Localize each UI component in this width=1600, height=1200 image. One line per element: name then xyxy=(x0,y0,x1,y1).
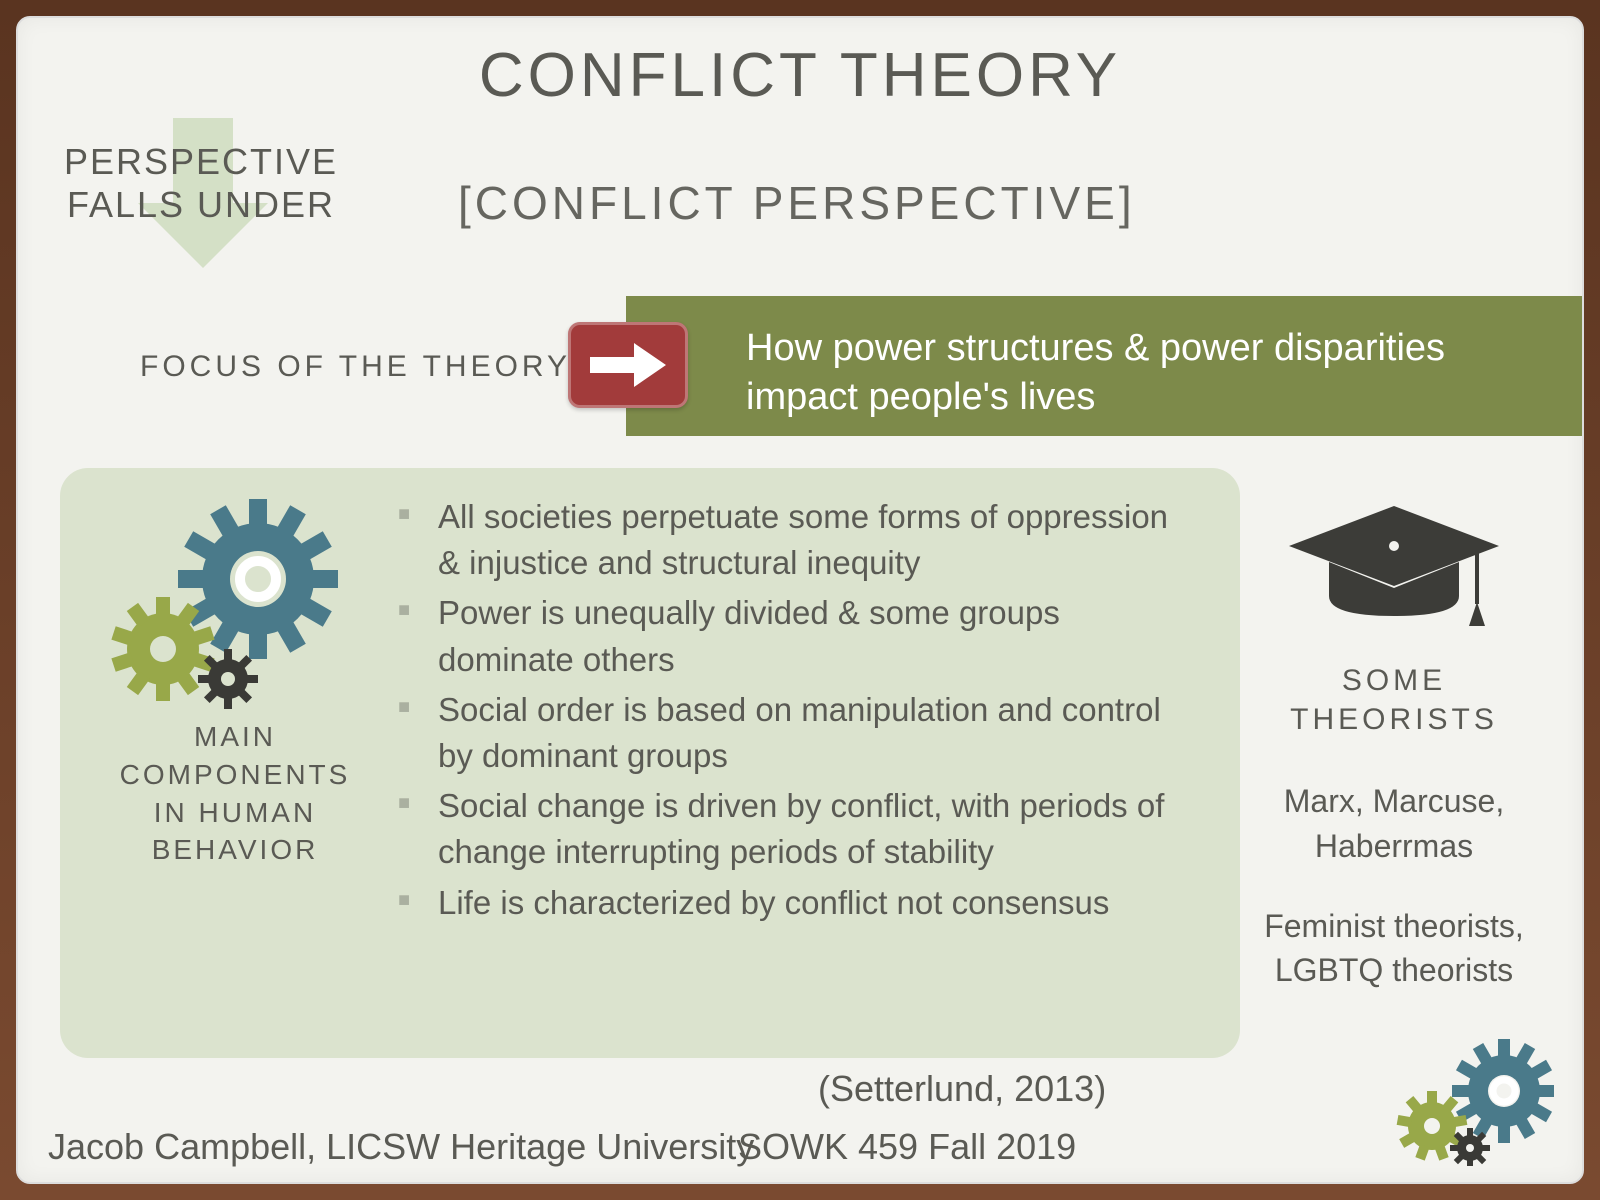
theorists-label: SOME THEORISTS xyxy=(1244,661,1544,739)
components-label: MAIN COMPONENTS IN HUMAN BEHAVIOR xyxy=(100,718,370,869)
graduation-cap-icon xyxy=(1279,496,1509,636)
list-item: Social change is driven by conflict, wit… xyxy=(398,783,1198,875)
slide-title: CONFLICT THEORY xyxy=(18,40,1582,111)
theorists-box: SOME THEORISTS Marx, Marcuse, Haberrmas … xyxy=(1244,496,1544,1028)
list-item: All societies perpetuate some forms of o… xyxy=(398,494,1198,586)
theorists-line2: Feminist theorists, LGBTQ theorists xyxy=(1244,904,1544,994)
list-item: Life is characterized by conflict not co… xyxy=(398,880,1198,926)
theorists-line1: Marx, Marcuse, Haberrmas xyxy=(1244,779,1544,869)
gears-corner-icon xyxy=(1384,1036,1554,1166)
focus-banner: How power structures & power disparities… xyxy=(626,296,1582,436)
list-item: Social order is based on manipulation an… xyxy=(398,687,1198,779)
perspective-value: [CONFLICT PERSPECTIVE] xyxy=(458,176,1136,230)
list-item: Power is unequally divided & some groups… xyxy=(398,590,1198,682)
citation: (Setterlund, 2013) xyxy=(818,1068,1106,1110)
slide: CONFLICT THEORY PERSPECTIVE FALLS UNDER … xyxy=(16,16,1584,1184)
focus-arrow-box xyxy=(568,322,688,408)
author-text: Jacob Campbell, LICSW Heritage Universit… xyxy=(48,1126,754,1168)
perspective-label: PERSPECTIVE FALLS UNDER xyxy=(56,140,346,226)
focus-label: FOCUS OF THE THEORY xyxy=(140,350,571,384)
gears-icon xyxy=(108,494,358,714)
course-text: SOWK 459 Fall 2019 xyxy=(738,1126,1076,1168)
arrow-right-icon xyxy=(590,343,666,387)
components-list: All societies perpetuate some forms of o… xyxy=(398,494,1198,930)
